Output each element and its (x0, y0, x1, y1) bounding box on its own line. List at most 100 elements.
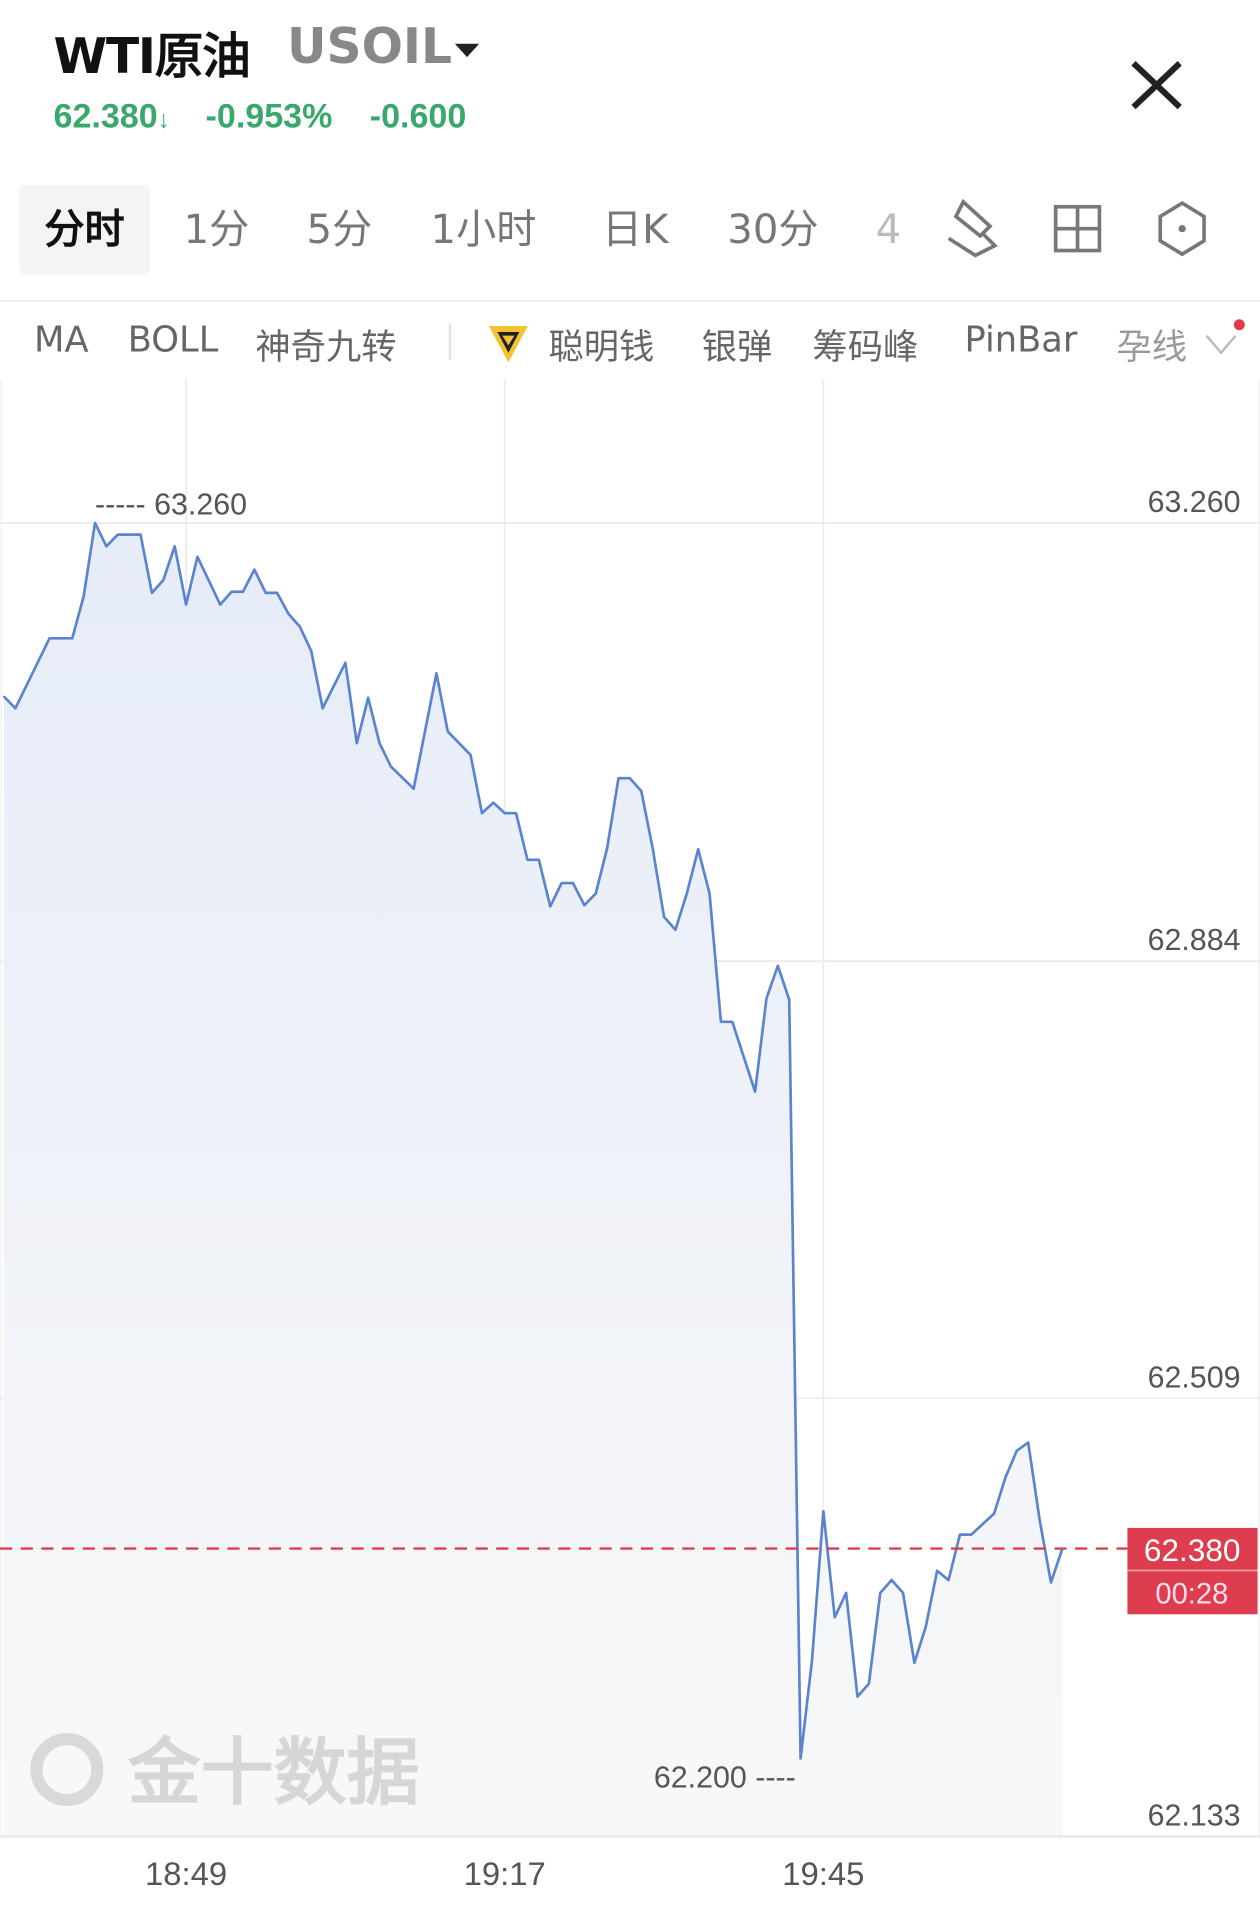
caret-down-icon[interactable] (454, 43, 480, 58)
tab-1hour[interactable]: 1小时 (430, 205, 537, 253)
price-point (640, 790, 643, 792)
price-point (685, 892, 688, 895)
price-point (879, 1591, 882, 1594)
tab-intraday[interactable]: 分时 (19, 184, 150, 275)
indicator-harami[interactable]: 孕线 (1116, 325, 1188, 368)
tab-5min[interactable]: 5分 (306, 205, 373, 253)
indicator-smart-money[interactable]: 聪明钱 (548, 325, 655, 368)
price-point (628, 777, 631, 780)
layout-grid-icon[interactable] (1053, 204, 1102, 253)
price-point (719, 1020, 722, 1023)
x-tick-label: 19:17 (464, 1855, 546, 1892)
price-point (1038, 1518, 1041, 1521)
price-point (230, 590, 233, 593)
price-point (594, 892, 597, 895)
price-point (606, 847, 609, 850)
price-point (663, 915, 666, 918)
price-point (1061, 1547, 1064, 1550)
price-point (116, 533, 119, 536)
price-point (651, 847, 654, 850)
price-point (82, 595, 85, 598)
price-area (3, 522, 1063, 1837)
watermark-text: 金十数据 (127, 1731, 420, 1816)
instrument-title: WTI原油 (53, 29, 251, 86)
settings-hexagon-icon[interactable] (1155, 199, 1209, 257)
price-point (572, 882, 574, 885)
price-point (833, 1616, 836, 1619)
price-point (958, 1533, 961, 1536)
price-point (913, 1661, 916, 1664)
price-point (765, 997, 768, 1000)
price-point (196, 555, 199, 558)
price-point (560, 882, 563, 885)
indicator-separator (448, 323, 452, 360)
price-point (993, 1512, 996, 1515)
price-point (1027, 1441, 1030, 1444)
change-percent: -0.953% (205, 97, 333, 135)
price-point (344, 661, 347, 664)
y-tick-label: 62.509 (1148, 1360, 1241, 1394)
vip-diamond-icon (488, 325, 528, 363)
price-point (503, 812, 506, 815)
symbol-selector[interactable]: USOIL (287, 19, 453, 76)
price-point (515, 812, 518, 815)
price-point (94, 521, 97, 524)
tab-daily[interactable]: 日K (602, 205, 669, 253)
price-value: 62.380 (53, 97, 158, 135)
price-point (105, 545, 108, 548)
tab-4hour[interactable]: 4 (875, 205, 902, 253)
price-point (242, 590, 244, 593)
tab-1min[interactable]: 1分 (183, 205, 250, 253)
divider (0, 300, 1260, 302)
price-point (617, 777, 620, 780)
price-point (537, 858, 540, 861)
last-price: 62.380↓ (54, 97, 170, 136)
indicator-pinbar[interactable]: PinBar (964, 318, 1078, 360)
close-icon[interactable] (1124, 51, 1192, 119)
price-point (867, 1682, 870, 1685)
indicator-chip-peak[interactable]: 筹码峰 (812, 325, 919, 368)
indicator-boll[interactable]: BOLL (127, 318, 219, 360)
price-point (902, 1591, 904, 1594)
price-point (799, 1757, 802, 1760)
price-point (776, 964, 779, 967)
y-tick-label: 62.133 (1148, 1799, 1241, 1833)
indicator-silver-bullet[interactable]: 银弹 (701, 325, 773, 368)
price-point (219, 603, 222, 606)
price-point (788, 998, 791, 1001)
price-point (947, 1579, 950, 1582)
price-point (924, 1625, 927, 1628)
price-point (185, 603, 188, 606)
price-point (469, 753, 472, 756)
tab-30min[interactable]: 30分 (727, 205, 819, 253)
price-point (1004, 1476, 1007, 1479)
price-point (526, 858, 529, 861)
price-point (287, 612, 290, 615)
price-point (811, 1659, 813, 1662)
price-point (970, 1533, 973, 1536)
price-point (754, 1090, 757, 1093)
indicator-ma[interactable]: MA (34, 318, 89, 360)
expand-chevron-icon[interactable] (1202, 319, 1251, 360)
price-point (708, 892, 711, 895)
draw-tool-icon[interactable] (946, 197, 1004, 258)
price-point (150, 591, 153, 594)
price-point (253, 568, 256, 571)
price-point (389, 765, 392, 768)
price-point (3, 695, 5, 698)
watermark-logo-icon (30, 1733, 104, 1807)
x-tick-label: 19:45 (782, 1855, 864, 1892)
price-point (412, 787, 415, 790)
price-point (845, 1591, 848, 1594)
countdown-text: 00:28 (1155, 1578, 1228, 1610)
price-point (173, 545, 176, 548)
indicator-td9[interactable]: 神奇九转 (255, 325, 397, 368)
price-point (48, 637, 51, 640)
price-point (14, 707, 17, 710)
price-point (71, 637, 74, 640)
price-point (162, 579, 165, 582)
price-point (1049, 1581, 1052, 1584)
price-point (446, 730, 449, 733)
change-value: -0.600 (369, 97, 467, 135)
